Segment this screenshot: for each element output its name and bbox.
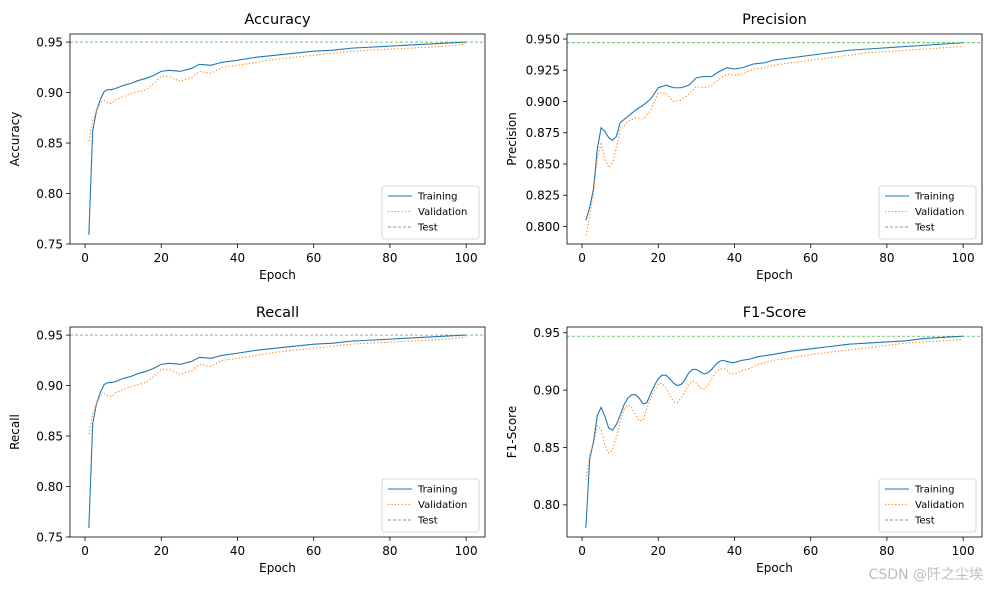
legend-label-test: Test xyxy=(914,223,935,234)
x-tick-label: 60 xyxy=(803,251,818,265)
y-tick-label: 0.75 xyxy=(36,530,63,544)
chart-title: Precision xyxy=(742,12,807,28)
y-axis-label: Precision xyxy=(505,112,519,166)
legend-label-training: Training xyxy=(914,192,954,203)
x-tick-label: 100 xyxy=(952,251,975,265)
series-line-validation xyxy=(88,43,467,142)
x-tick-label: 20 xyxy=(154,544,169,558)
y-tick-label: 0.950 xyxy=(526,32,560,46)
legend-label-test: Test xyxy=(417,516,438,527)
y-axis-label: Accuracy xyxy=(8,112,22,167)
chart-panel-3: 0 20 40 60 80 100 0.75 0.80 0.85 0.90 0.95 Recall Ep… xyxy=(8,305,486,575)
watermark: CSDN @阡之尘埃 xyxy=(868,567,983,583)
chart-panel-1: 0 20 40 60 80 100 0.75 0.80 0.85 0.90 0.95 Accuracy… xyxy=(8,12,486,282)
y-tick-label: 0.95 xyxy=(533,326,560,340)
legend-label-training: Training xyxy=(417,485,457,496)
y-tick-label: 0.85 xyxy=(36,429,63,443)
chart-title: Accuracy xyxy=(244,12,311,28)
chart-title: F1-Score xyxy=(743,305,806,321)
y-tick-label: 0.80 xyxy=(533,498,560,512)
series-line-training xyxy=(585,335,964,528)
y-tick-label: 0.90 xyxy=(36,379,63,393)
y-tick-label: 0.90 xyxy=(533,383,560,397)
y-tick-label: 0.80 xyxy=(36,480,63,494)
y-tick-label: 0.825 xyxy=(526,189,560,203)
legend-label-training: Training xyxy=(914,485,954,496)
x-tick-label: 100 xyxy=(455,251,478,265)
y-tick-label: 0.95 xyxy=(36,35,63,49)
legend-box xyxy=(878,478,977,533)
x-axis-label: Epoch xyxy=(756,561,793,575)
series-line-training xyxy=(585,42,964,221)
legend-label-validation: Validation xyxy=(418,207,467,218)
plot-frame xyxy=(69,326,486,538)
legend: Training Validation Test xyxy=(878,185,977,240)
series-line-validation xyxy=(585,339,964,480)
x-tick-label: 80 xyxy=(382,544,397,558)
x-tick-label: 20 xyxy=(154,251,169,265)
x-tick-label: 40 xyxy=(230,544,245,558)
x-axis-label: Epoch xyxy=(259,561,296,575)
series-line-training xyxy=(88,41,467,235)
y-tick-label: 0.90 xyxy=(36,86,63,100)
legend: Training Validation Test xyxy=(381,478,480,533)
y-tick-label: 0.85 xyxy=(36,136,63,150)
legend-label-validation: Validation xyxy=(915,500,964,511)
x-tick-label: 100 xyxy=(455,544,478,558)
x-tick-label: 80 xyxy=(879,251,894,265)
y-axis-label: F1-Score xyxy=(505,406,519,458)
plot-frame xyxy=(566,33,983,245)
x-axis-label: Epoch xyxy=(756,268,793,282)
x-tick-label: 0 xyxy=(81,544,89,558)
x-tick-label: 40 xyxy=(230,251,245,265)
x-tick-label: 0 xyxy=(578,544,586,558)
x-tick-label: 0 xyxy=(81,251,89,265)
x-tick-label: 60 xyxy=(306,544,321,558)
x-tick-label: 20 xyxy=(651,251,666,265)
legend-label-validation: Validation xyxy=(915,207,964,218)
x-tick-label: 60 xyxy=(803,544,818,558)
x-tick-label: 100 xyxy=(952,544,975,558)
chart-panel-2: 0 20 40 60 80 100 0.800 0.825 0.850 0.875 0.900 0.9… xyxy=(505,12,983,282)
legend-label-training: Training xyxy=(417,192,457,203)
x-tick-label: 20 xyxy=(651,544,666,558)
x-tick-label: 40 xyxy=(727,544,742,558)
series-line-validation xyxy=(88,336,467,435)
x-axis-label: Epoch xyxy=(259,268,296,282)
legend-box xyxy=(381,478,480,533)
y-tick-label: 0.85 xyxy=(533,441,560,455)
x-tick-label: 0 xyxy=(578,251,586,265)
legend-label-test: Test xyxy=(914,516,935,527)
legend: Training Validation Test xyxy=(878,478,977,533)
chart-panel-4: 0 20 40 60 80 100 0.80 0.85 0.90 0.95 F1-Score Epoc… xyxy=(505,305,983,575)
legend: Training Validation Test xyxy=(381,185,480,240)
y-axis-label: Recall xyxy=(8,414,22,450)
x-tick-label: 80 xyxy=(382,251,397,265)
y-tick-label: 0.95 xyxy=(36,328,63,342)
legend-label-validation: Validation xyxy=(418,500,467,511)
legend-box xyxy=(381,185,480,240)
y-tick-label: 0.900 xyxy=(526,95,560,109)
y-tick-label: 0.80 xyxy=(36,187,63,201)
y-tick-label: 0.925 xyxy=(526,64,560,78)
legend-box xyxy=(878,185,977,240)
y-tick-label: 0.850 xyxy=(526,157,560,171)
x-tick-label: 60 xyxy=(306,251,321,265)
y-tick-label: 0.75 xyxy=(36,237,63,251)
series-line-validation xyxy=(585,45,964,236)
chart-title: Recall xyxy=(256,305,299,321)
y-tick-label: 0.800 xyxy=(526,220,560,234)
plot-frame xyxy=(566,326,983,538)
x-tick-label: 80 xyxy=(879,544,894,558)
series-line-training xyxy=(88,334,467,528)
plot-frame xyxy=(69,33,486,245)
x-tick-label: 40 xyxy=(727,251,742,265)
y-tick-label: 0.875 xyxy=(526,126,560,140)
legend-label-test: Test xyxy=(417,223,438,234)
